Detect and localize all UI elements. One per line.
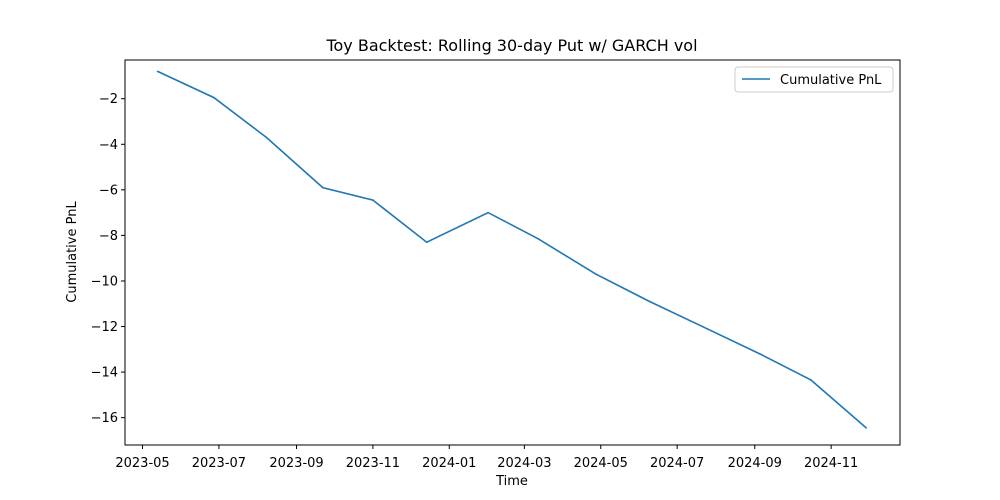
legend-label-cumulative-pnl: Cumulative PnL — [780, 73, 882, 88]
y-tick-label: −4 — [99, 138, 118, 153]
chart-title: Toy Backtest: Rolling 30-day Put w/ GARC… — [325, 36, 697, 55]
x-tick-label: 2024-05 — [574, 456, 628, 471]
data-point — [265, 136, 268, 139]
x-tick-label: 2023-11 — [346, 456, 400, 471]
y-tick-label: −16 — [91, 411, 118, 426]
x-tick-label: 2023-05 — [115, 456, 169, 471]
series-line-cumulative-pnl — [157, 70, 867, 429]
legend: Cumulative PnL — [734, 66, 894, 93]
axes-frame — [124, 59, 901, 446]
x-axis-label: Time — [495, 474, 528, 489]
y-tick-label: −14 — [91, 366, 118, 381]
data-point — [648, 300, 651, 303]
x-tick-label: 2023-09 — [269, 456, 323, 471]
x-tick-label: 2023-07 — [192, 456, 246, 471]
data-point — [487, 211, 489, 214]
data-point — [594, 273, 597, 275]
data-point — [322, 186, 324, 189]
data-point — [372, 199, 374, 201]
x-axis: 2023-05 2023-07 2023-09 2023-11 2024-01 2024-… — [115, 445, 858, 471]
legend-box — [734, 66, 894, 93]
data-point — [865, 427, 867, 429]
data-point — [758, 353, 761, 355]
plot-area: −2−4−6−8−10−12−14−16 2023-05 2023-07 2023-… — [91, 59, 901, 471]
x-tick-label: 2024-03 — [497, 456, 551, 471]
data-point — [213, 96, 215, 99]
data-point — [156, 70, 159, 73]
data-point — [425, 241, 428, 244]
x-tick-label: 2024-09 — [728, 456, 782, 471]
y-axis-label: Cumulative PnL — [65, 201, 80, 303]
y-tick-label: −2 — [99, 92, 118, 107]
y-axis: −2 −4 −6 −8 −10 −12 −14 −16 — [91, 92, 125, 426]
x-tick-label: 2024-11 — [804, 456, 858, 471]
y-tick-label: −12 — [91, 320, 118, 335]
data-point — [706, 328, 708, 330]
y-tick-label: −10 — [91, 274, 118, 289]
series-points — [156, 70, 867, 429]
data-point — [537, 238, 539, 240]
data-point — [810, 379, 812, 381]
x-tick-label: 2024-01 — [422, 456, 476, 471]
y-tick-label: −6 — [99, 183, 118, 198]
x-tick-label: 2024-07 — [650, 456, 704, 471]
y-tick-label: −8 — [99, 229, 118, 244]
